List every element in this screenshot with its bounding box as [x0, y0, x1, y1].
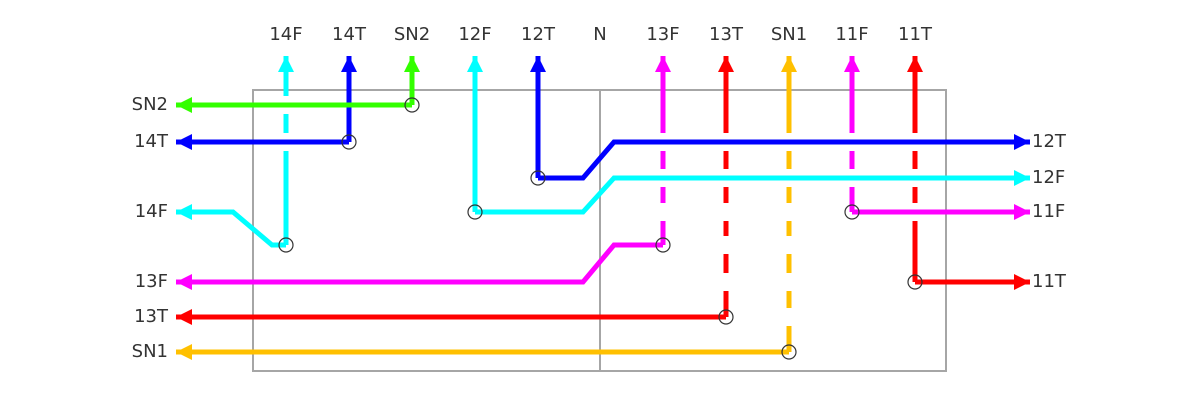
output-label: 14F: [135, 201, 168, 222]
left-labels: SN2 14T 14F 13F 13T SN1: [132, 94, 169, 362]
terminal-label: 14T: [332, 24, 367, 45]
output-label: 14T: [134, 131, 169, 152]
output-label: 13F: [135, 271, 168, 292]
wire-12t-out: [538, 134, 1030, 181]
crossing-gap: [784, 308, 794, 326]
wire-14f-out: [176, 204, 286, 248]
terminal-label: 12T: [521, 24, 556, 45]
terminal: [907, 274, 923, 290]
output-label: 12F: [1032, 167, 1065, 188]
terminal: [467, 204, 483, 220]
terminal: [404, 97, 420, 113]
output-label: SN2: [132, 94, 168, 115]
terminal-label: 11F: [835, 24, 868, 45]
terminal-label: 11T: [898, 24, 933, 45]
terminal-label: 14F: [269, 24, 302, 45]
terminals: [278, 97, 923, 360]
crossing-gap: [721, 203, 731, 221]
terminal: [655, 237, 671, 253]
terminal-label: 12F: [458, 24, 491, 45]
output-label: SN1: [132, 341, 168, 362]
terminal-label: 13T: [709, 24, 744, 45]
crossing-gap: [784, 203, 794, 221]
terminal-label: N: [593, 24, 606, 45]
terminal: [781, 344, 797, 360]
crossing-gap: [658, 203, 668, 221]
terminal: [341, 134, 357, 150]
box-left: [252, 89, 601, 372]
wires: [176, 56, 1030, 360]
wire-13f-out: [176, 242, 663, 290]
box-right: [599, 89, 947, 372]
terminal: [530, 170, 546, 186]
crossing-gap: [721, 236, 731, 254]
right-labels: 12T 12F 11F 11T: [1032, 131, 1067, 292]
crossing-gap: [784, 236, 794, 254]
terminal: [278, 237, 294, 253]
crossing-gap: [721, 273, 731, 291]
output-label: 13T: [134, 306, 169, 327]
top-labels: 14F 14T SN2 12F 12T N 13F 13T SN1 11F 11…: [269, 24, 933, 45]
wire-12f-out: [475, 170, 1030, 215]
crossing-gap: [784, 273, 794, 291]
terminal-label: SN1: [771, 24, 807, 45]
terminal: [718, 309, 734, 325]
terminal-label: SN2: [394, 24, 430, 45]
terminal-label: 13F: [646, 24, 679, 45]
output-label: 11T: [1032, 271, 1067, 292]
output-label: 12T: [1032, 131, 1067, 152]
output-label: 11F: [1032, 201, 1065, 222]
terminal: [844, 204, 860, 220]
